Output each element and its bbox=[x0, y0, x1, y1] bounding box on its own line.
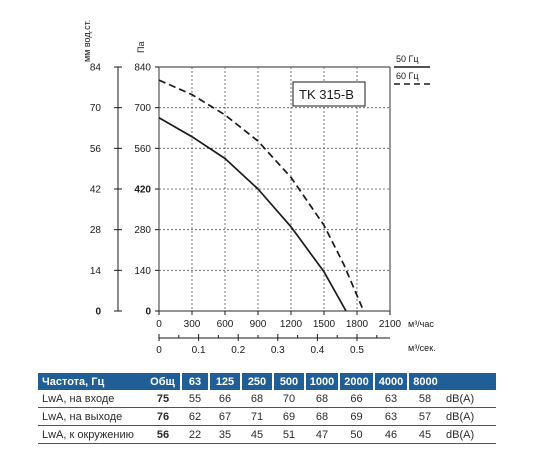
model-label: TK 315-B bbox=[299, 87, 354, 102]
cell-value: 66 bbox=[350, 392, 363, 405]
header-125: 125 bbox=[208, 373, 241, 390]
y-left-tick-label: 28 bbox=[90, 225, 102, 236]
y-pa-tick-label: 840 bbox=[134, 63, 151, 74]
cell-value: 69 bbox=[350, 410, 363, 423]
cell-value: 51 bbox=[282, 428, 296, 441]
cell-value: 68 bbox=[315, 410, 329, 423]
noise-table: Частота, Гц Общ 63 125 250 500 1000 2000… bbox=[38, 373, 496, 444]
header-1000: 1000 bbox=[304, 373, 339, 390]
header-4000: 4000 bbox=[373, 373, 408, 390]
grid bbox=[158, 66, 391, 312]
legend: 50 Гц 60 Гц bbox=[394, 54, 430, 85]
y-pa-tick-label: 280 bbox=[134, 225, 151, 236]
cell-value: 67 bbox=[218, 410, 232, 423]
cell-value: 45 bbox=[250, 428, 264, 441]
table-row: LwA, к окружению 56 22 35 45 51 47 50 46… bbox=[38, 426, 496, 444]
y-left-ticks: 84 70 56 42 28 14 0 bbox=[90, 63, 122, 318]
header-total: Общ bbox=[145, 373, 181, 390]
cell-value: 63 bbox=[384, 410, 398, 423]
header-frequency: Частота, Гц bbox=[38, 373, 145, 390]
x2-axis-title: м³/сек. bbox=[408, 343, 436, 353]
cell-value: 69 bbox=[282, 410, 296, 423]
x-tick-label: 0 bbox=[156, 319, 162, 330]
cell-value: 46 bbox=[384, 428, 398, 441]
cell-value: 62 bbox=[188, 410, 202, 423]
x-tick-label: 1200 bbox=[280, 319, 303, 330]
model-label-box bbox=[292, 81, 366, 107]
x-axis-title: м³/час bbox=[408, 319, 434, 329]
y-left-tick-label: 0 bbox=[95, 307, 101, 318]
x2-tick-label: 0 bbox=[156, 345, 162, 356]
y-left-axis-title: мм вод.ст. bbox=[82, 20, 92, 62]
cell-value: 58 bbox=[418, 392, 432, 405]
x2-tick-label: 0.5 bbox=[350, 345, 364, 356]
cell-value: 71 bbox=[250, 410, 264, 423]
x2-axis: 0 0.1 0.2 0.3 0.4 0.5 bbox=[156, 334, 390, 356]
y-left-tick-label: 42 bbox=[90, 185, 102, 196]
x-tick-label: 1800 bbox=[346, 319, 369, 330]
cell-value: 22 bbox=[188, 428, 202, 441]
curve-60hz bbox=[158, 79, 365, 312]
header-63: 63 bbox=[180, 373, 209, 390]
cell-value: 50 bbox=[350, 428, 363, 441]
cell-value: 57 bbox=[418, 410, 432, 423]
cell-value: 47 bbox=[315, 428, 329, 441]
y-left-tick-label: 56 bbox=[90, 144, 102, 155]
y-left-tick-label: 14 bbox=[90, 266, 102, 277]
legend-label-50hz: 50 Гц bbox=[396, 54, 419, 64]
row-label: LwA, на выходе bbox=[42, 410, 123, 423]
row-label: LwA, на входе bbox=[42, 392, 115, 405]
cell-value: 63 bbox=[384, 392, 398, 405]
x-ticks: 0 300 600 900 1200 1500 1800 2100 bbox=[156, 311, 402, 330]
x2-tick-label: 0.1 bbox=[192, 345, 206, 356]
row-unit: dB(A) bbox=[446, 410, 475, 423]
x2-tick-label: 0.3 bbox=[271, 345, 285, 356]
y-left-tick-label: 84 bbox=[90, 63, 102, 74]
x-tick-label: 1500 bbox=[313, 319, 336, 330]
y-pa-axis-title: Па bbox=[136, 42, 146, 53]
row-unit: dB(A) bbox=[446, 392, 475, 405]
row-total: 75 bbox=[156, 392, 170, 405]
table-header-row: Частота, Гц Общ 63 125 250 500 1000 2000… bbox=[38, 373, 496, 390]
cell-value: 35 bbox=[218, 428, 232, 441]
y-pa-tick-label: 700 bbox=[134, 103, 151, 114]
cell-value: 66 bbox=[218, 392, 232, 405]
header-8000: 8000 bbox=[407, 373, 442, 390]
curve-50hz bbox=[158, 117, 347, 312]
y-pa-tick-label: 0 bbox=[145, 307, 151, 318]
cell-value: 68 bbox=[250, 392, 264, 405]
cell-value: 70 bbox=[282, 392, 296, 405]
x2-tick-label: 0.2 bbox=[231, 345, 245, 356]
y-pa-ticks: 840 700 560 420 280 140 0 bbox=[134, 63, 159, 318]
y-pa-tick-label: 140 bbox=[134, 266, 151, 277]
cell-value: 45 bbox=[418, 428, 432, 441]
x-tick-label: 300 bbox=[184, 319, 201, 330]
y-pa-tick-label: 420 bbox=[134, 185, 151, 196]
x-tick-label: 2100 bbox=[379, 319, 402, 330]
table-row: LwA, на входе 75 55 66 68 70 68 66 63 58… bbox=[38, 390, 496, 408]
legend-label-60hz: 60 Гц bbox=[396, 71, 419, 81]
x2-tick-label: 0.4 bbox=[310, 345, 324, 356]
header-unit bbox=[442, 373, 496, 390]
y-pa-tick-label: 560 bbox=[134, 144, 151, 155]
row-label: LwA, к окружению bbox=[42, 428, 134, 441]
x-tick-label: 900 bbox=[250, 319, 267, 330]
header-2000: 2000 bbox=[338, 373, 374, 390]
header-250: 250 bbox=[240, 373, 273, 390]
series bbox=[158, 79, 365, 312]
cell-value: 55 bbox=[188, 392, 202, 405]
cell-value: 68 bbox=[315, 392, 329, 405]
header-500: 500 bbox=[272, 373, 305, 390]
y-left-tick-label: 70 bbox=[90, 103, 102, 114]
row-unit: dB(A) bbox=[446, 428, 475, 441]
table-row: LwA, на выходе 76 62 67 71 69 68 69 63 5… bbox=[38, 408, 496, 426]
x-tick-label: 600 bbox=[217, 319, 234, 330]
row-total: 76 bbox=[156, 410, 170, 423]
row-total: 56 bbox=[156, 428, 170, 441]
